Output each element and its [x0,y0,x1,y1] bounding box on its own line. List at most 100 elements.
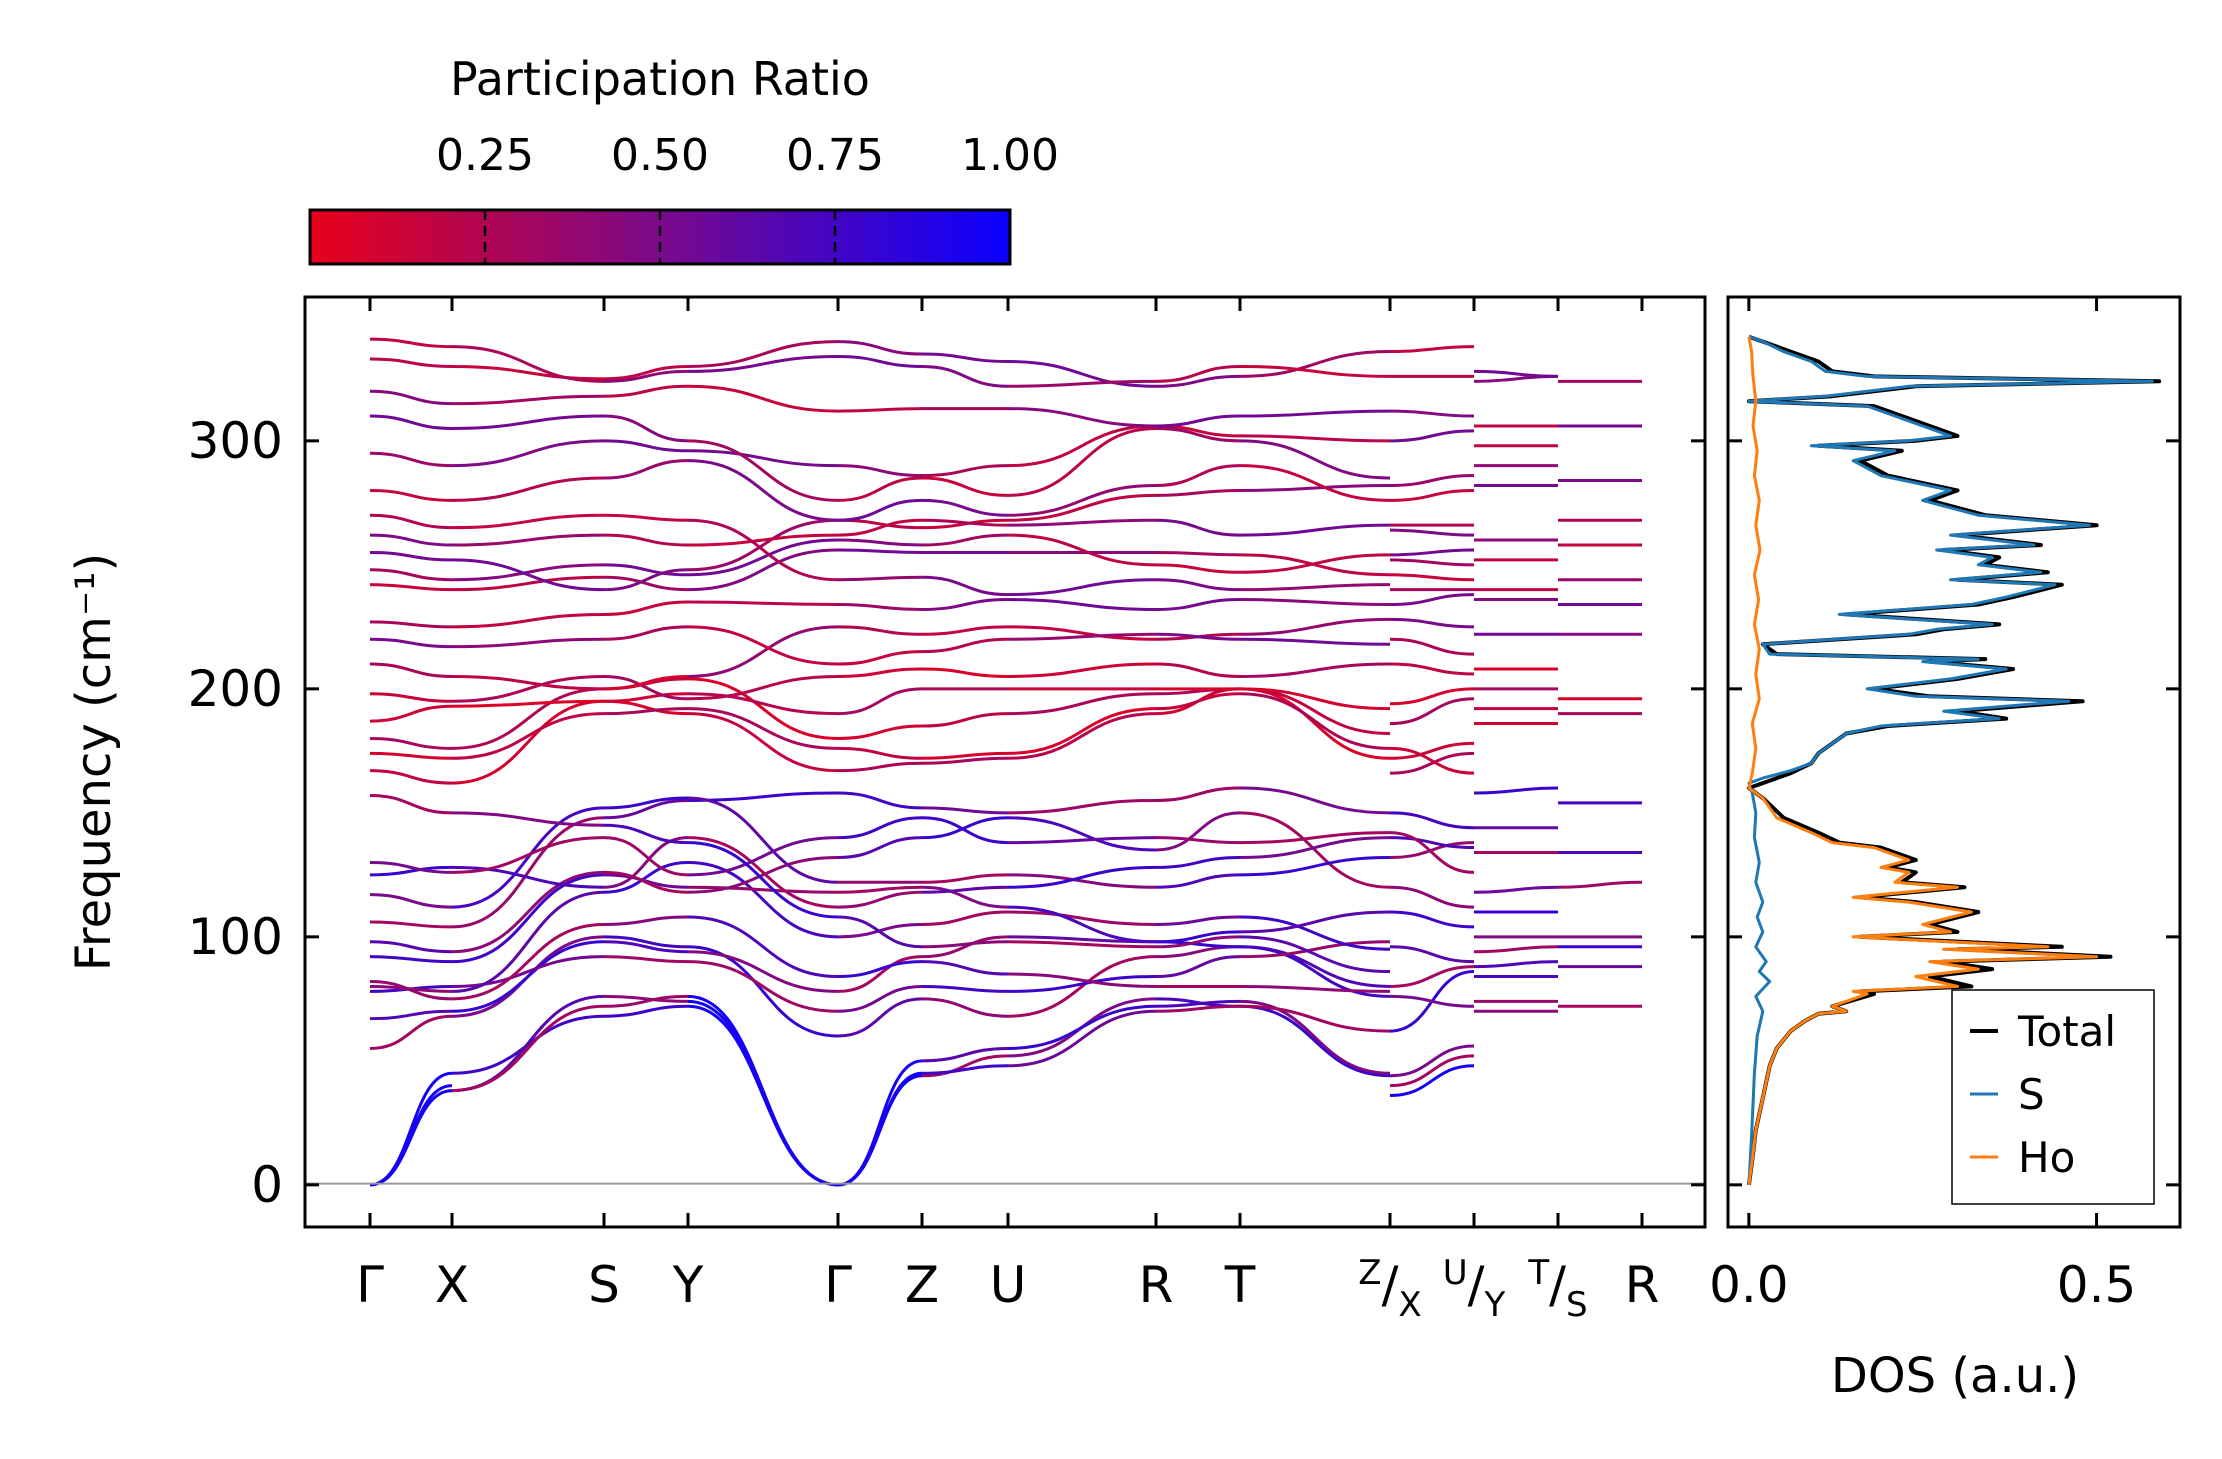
y-tick-label: 200 [188,660,283,718]
phonon-band [687,707,839,750]
phonon-band [369,389,453,406]
phonon-band [603,692,689,703]
phonon-band [1389,558,1475,567]
phonon-band [1239,637,1391,646]
dos-panel: 0.0 0.5 DOS (a.u.) Total S Ho [1709,295,2182,1404]
phonon-band [837,955,923,993]
phonon-band [687,791,839,802]
phonon-band [921,806,1009,815]
phonon-band [1239,364,1391,378]
phonon-band [369,704,453,723]
phonon-band [1389,687,1475,706]
dos-x-tick-label: 0.5 [2057,1256,2137,1314]
phonon-band [1389,488,1475,502]
phonon-band [837,355,923,368]
phonon-band [1389,345,1475,354]
phonon-band [603,870,689,894]
phonon-band [1389,697,1475,726]
phonon-band [921,756,1009,765]
phonon-band [1155,550,1241,557]
high-symmetry-labels: Γ X S Y Γ Z U R T Z/XU/YT/S R [356,1253,1659,1325]
phonon-band [687,533,839,547]
phonon-band [1389,841,1475,859]
phonon-band [603,674,689,701]
y-tick-label: 0 [251,1156,283,1214]
phonon-band [1007,493,1157,522]
phonon-band [451,439,605,468]
phonon-band [369,583,453,592]
phonon-band [1007,940,1157,949]
high-symmetry-label: T [1224,1256,1256,1314]
phonon-band [603,796,689,810]
phonon-band [687,692,839,716]
phonon-band [837,575,923,582]
phonon-band [369,568,453,582]
high-symmetry-label: T/S [1527,1253,1587,1325]
phonon-band [369,662,453,678]
dos-x-ticks: 0.0 0.5 [1709,297,2136,1314]
phonon-band [603,568,689,592]
phonon-band [921,476,1009,497]
phonon-band [1155,374,1241,388]
phonon-band [1007,865,1157,889]
phonon-band [921,1064,1009,1075]
legend: Total S Ho [1951,989,2155,1205]
phonon-band [603,915,689,926]
phonon-band [369,736,453,750]
phonon-band [603,414,689,443]
phonon-band [603,955,689,964]
phonon-band [687,439,839,502]
phonon-band [1155,578,1241,592]
phonon-band [451,533,605,547]
phonon-band [369,893,453,909]
phonon-band [1239,439,1391,480]
colorbar-tick-label: 0.75 [786,130,884,181]
phonon-band [1007,424,1157,468]
phonon-band [1239,1004,1391,1078]
high-symmetry-label: X [435,1256,469,1314]
phonon-band [921,885,1009,909]
phonon-band [837,997,923,1038]
phonon-band [1155,955,1241,979]
phonon-band [603,575,689,592]
phonon-band [687,855,839,894]
phonon-band [921,498,1009,517]
phonon-band [1239,553,1391,574]
phonon-band [369,1089,453,1187]
phonon-band [1239,598,1391,607]
phonon-band [1239,786,1391,815]
phonon-band [451,414,605,430]
phonon-band [603,600,689,616]
band-plot-frame [303,295,1707,1229]
phonon-band [921,364,1009,388]
phonon-band [1389,1064,1475,1098]
phonon-band [451,575,605,592]
phonon-band [687,836,839,877]
phonon-band [687,950,839,993]
phonon-band [921,637,1009,654]
dos-curves [1746,334,2162,1186]
phonon-band [837,498,923,522]
phonon-band [837,1071,923,1187]
phonon-band [1155,414,1241,428]
y-axis-ticks: 0 100 200 300 [188,412,1705,1214]
phonon-band [603,1004,689,1018]
phonon-band [451,870,605,954]
phonon-band [1389,573,1475,582]
phonon-band [921,885,1009,894]
phonon-band [837,340,923,356]
phonon-band [451,811,605,827]
phonon-band [921,940,1009,949]
phonon-band [687,518,839,582]
phonon-band [1155,632,1241,641]
phonon-band [369,550,453,562]
phonon-band [1473,369,1559,378]
phonon-band [687,885,839,894]
phonon-band [837,960,923,979]
phonon-band [1007,632,1157,641]
phonon-band [603,459,689,480]
phonon-band [1155,999,1241,1008]
high-symmetry-label: Z/X [1358,1253,1421,1325]
phonon-band [603,563,689,577]
